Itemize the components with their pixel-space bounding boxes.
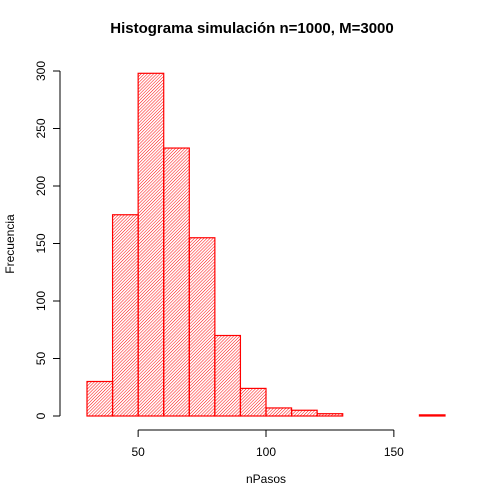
y-tick-label: 50 [34,352,48,366]
histogram-bar-80-90 [214,334,242,417]
x-tick-label: 100 [256,445,276,459]
y-axis-label: Frecuencia [3,214,17,274]
histogram-bar-160-170 [418,414,446,417]
y-tick-label: 200 [34,176,48,196]
x-axis-label: nPasos [245,472,287,486]
histogram-bar-50-60 [137,72,165,417]
histogram-bar-40-50 [111,214,139,417]
x-tick-label: 50 [131,445,145,459]
y-axis: 0 50 100 150 200 250 300 [34,61,61,419]
x-axis: 50 100 150 [131,429,404,459]
histogram-bar-100-110 [265,407,293,417]
y-tick-label: 0 [34,412,48,419]
histogram-bar-110-120 [290,409,318,417]
y-tick-label: 100 [34,291,48,311]
y-tick-label: 250 [34,118,48,138]
y-tick-label: 300 [34,61,48,81]
histogram-bar-70-80 [188,237,216,417]
y-tick-label: 150 [34,233,48,253]
histogram-bar-60-70 [163,147,190,417]
histogram-bars [86,72,446,417]
histogram-bar-90-100 [239,387,267,417]
histogram-bar-30-40 [86,380,114,417]
chart-title: Histograma simulación n=1000, M=3000 [110,20,394,37]
histogram-bar-120-130 [316,413,344,417]
x-tick-label: 150 [384,445,404,459]
